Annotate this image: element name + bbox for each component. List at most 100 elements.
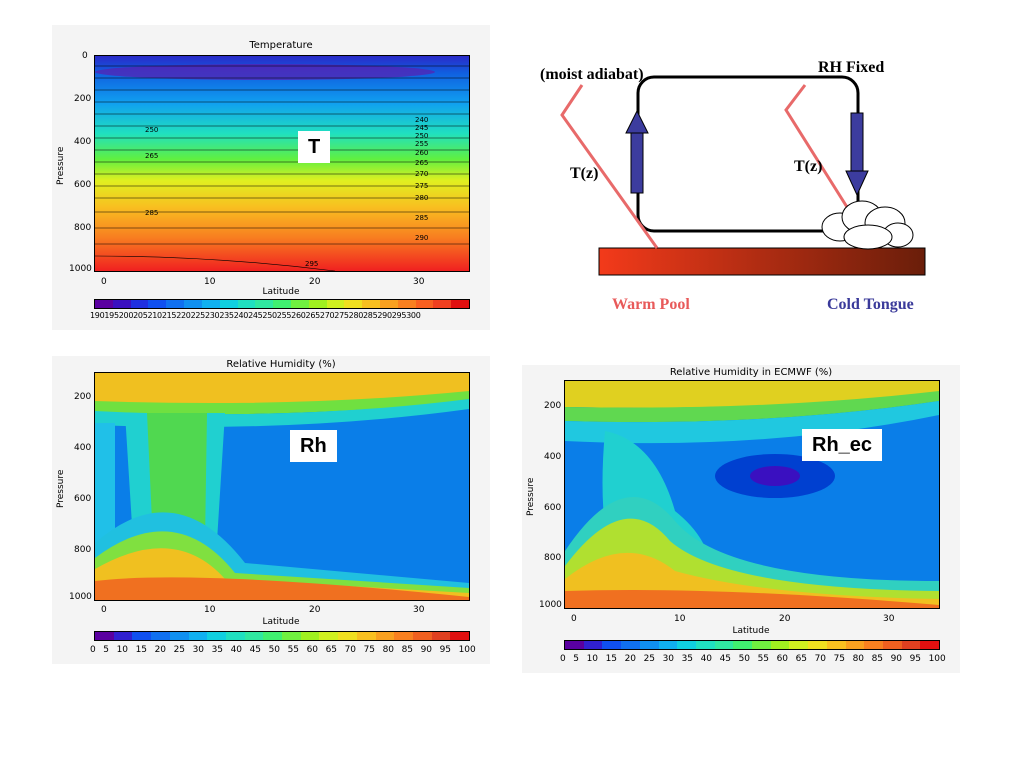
contour-label: 250 [145,126,159,134]
colorbar-label: 20 [624,654,637,664]
contour-label: 285 [415,214,429,222]
colorbar-label: 70 [344,645,357,655]
contour-label: 245 [415,124,429,132]
rh-colorbar-labels: 0 5 10 15 20 25 30 35 40 45 50 55 60 65 70 75 80 85 90 95 10… [90,645,476,655]
rh-ec-colorbar [564,640,940,650]
x-tick: 20 [309,605,321,615]
rh-ec-colorbar-labels: 0 5 10 15 20 25 30 35 40 45 50 55 60 65 70 75 80 85 90 95 10… [560,654,946,664]
rh-ec-plot [564,380,940,609]
x-tick: 30 [413,605,425,615]
colorbar-label: 25 [643,654,656,664]
y-tick: 600 [544,503,562,513]
x-tick: 30 [413,277,425,287]
colorbar-label: 10 [586,654,599,664]
colorbar-label: 80 [382,645,395,655]
y-tick: 400 [74,443,92,453]
colorbar-label: 15 [605,654,618,664]
y-tick: 0 [82,51,88,61]
colorbar-label: 0 [560,654,566,664]
contour-label: 270 [415,170,429,178]
contour-label: 255 [415,140,429,148]
colorbar-label: 65 [325,645,338,655]
temperature-title: Temperature [249,40,313,51]
y-tick: 600 [74,180,92,190]
x-tick: 20 [779,614,791,624]
up-arrow [625,109,649,194]
contour-label: 250 [415,132,429,140]
colorbar-label: 60 [306,645,319,655]
rh-ec-field [565,381,939,608]
y-tick: 200 [544,401,562,411]
contour-label: 240 [415,116,429,124]
contour-label: 280 [415,194,429,202]
colorbar-label: 35 [211,645,224,655]
y-tick: 600 [74,494,92,504]
colorbar-label: 40 [700,654,713,664]
colorbar-label: 55 [757,654,770,664]
sea-surface-bar [598,247,926,276]
circulation-loop [636,75,860,233]
x-tick: 20 [309,277,321,287]
rh-xlabel: Latitude [262,617,300,627]
colorbar-label: 35 [681,654,694,664]
rh-ylabel: Pressure [56,469,66,508]
x-tick: 0 [101,605,107,615]
contour-label: 285 [145,209,159,217]
colorbar-label: 70 [814,654,827,664]
rh-field [95,373,469,600]
y-tick: 1000 [69,264,92,274]
temperature-colorbar-labels: 1901952002052102152202252302352402452502… [90,311,421,320]
down-arrow [845,112,869,197]
colorbar-label: 85 [401,645,414,655]
cloud-icon [821,200,914,250]
temperature-xlabel: Latitude [262,287,300,297]
colorbar-label: 0 [90,645,96,655]
colorbar-label: 80 [852,654,865,664]
colorbar-label: 5 [103,645,110,655]
rh-ec-title: Relative Humidity in ECMWF (%) [669,367,833,378]
colorbar-label: 45 [719,654,732,664]
contour-label: 290 [415,234,429,242]
colorbar-label: 5 [573,654,580,664]
rh-title: Relative Humidity (%) [226,359,336,370]
rh-ec-xlabel: Latitude [732,626,770,636]
tz-right-label: T(z) [794,158,823,175]
temperature-colorbar [94,299,470,309]
colorbar-label: 55 [287,645,300,655]
y-tick: 1000 [539,600,562,610]
temperature-tag: T [298,131,331,163]
colorbar-label: 40 [230,645,243,655]
temperature-ylabel: Pressure [56,146,66,185]
colorbar-label: 95 [909,654,922,664]
cold-tongue-label: Cold Tongue [827,296,914,313]
x-tick: 0 [571,614,577,624]
warm-pool-label: Warm Pool [612,296,690,313]
x-tick: 0 [101,277,107,287]
rh-colorbar [94,631,470,641]
colorbar-label: 65 [795,654,808,664]
colorbar-label: 10 [116,645,129,655]
colorbar-label: 30 [192,645,205,655]
tz-left-label: T(z) [570,165,599,182]
y-tick: 800 [74,545,92,555]
x-tick: 30 [883,614,895,624]
colorbar-label: 100 [458,645,476,655]
x-tick: 10 [674,614,686,624]
colorbar-label: 90 [890,654,903,664]
y-tick: 800 [74,223,92,233]
colorbar-label: 20 [154,645,167,655]
colorbar-label: 75 [363,645,376,655]
colorbar-label: 25 [173,645,186,655]
fixed-rh-line [784,84,854,216]
x-tick: 10 [204,605,216,615]
moist-adiabat-label: (moist adiabat) [540,66,644,83]
y-tick: 800 [544,553,562,563]
schematic-drawing [560,75,926,276]
rh-ec-ylabel: Pressure [526,477,536,516]
rh-tag: Rh [290,430,337,462]
y-tick: 200 [74,94,92,104]
rh-ec-tag: Rh_ec [802,429,883,461]
temperature-field [95,56,469,271]
rh-plot [94,372,470,601]
rh-fixed-label: RH Fixed [818,59,885,76]
